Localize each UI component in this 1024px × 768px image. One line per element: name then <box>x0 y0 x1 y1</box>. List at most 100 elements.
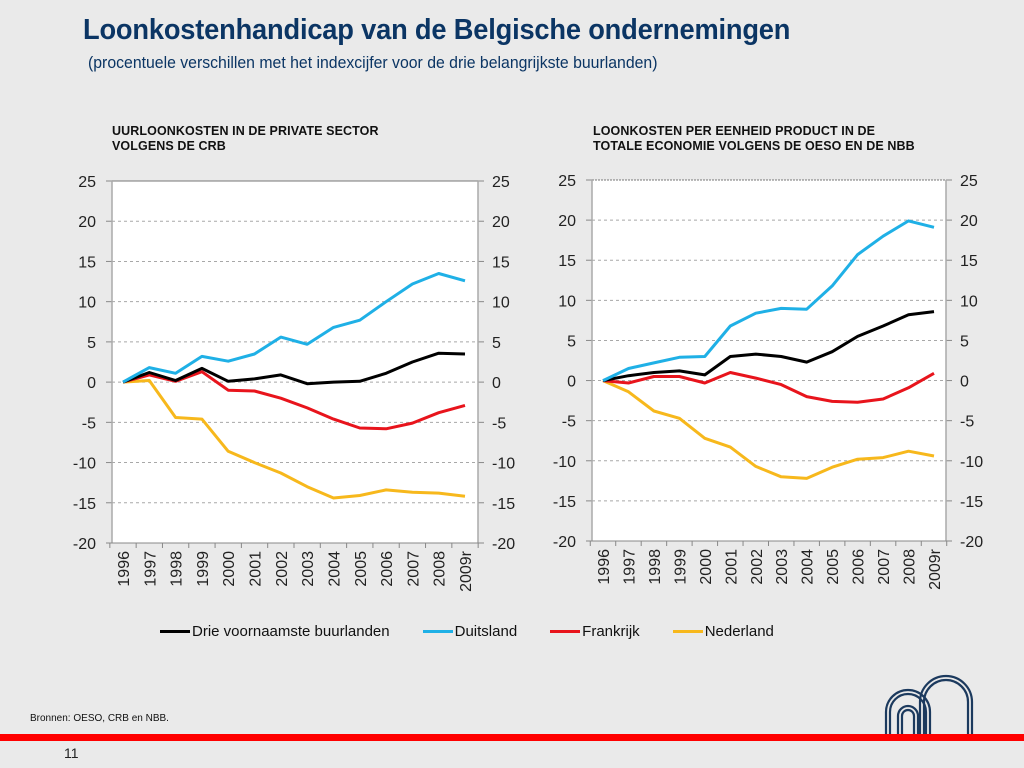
chart-2-xtick-label: 2001 <box>723 549 740 585</box>
chart-1-xtick-label: 1997 <box>142 551 159 587</box>
chart-2-xtick-label: 1999 <box>672 549 689 585</box>
chart-2-title-line-1: LOONKOSTEN PER EENHEID PRODUCT IN DE <box>593 124 876 138</box>
legend-item-nederland: Nederland <box>672 622 774 640</box>
legend-item-frankrijk: Frankrijk <box>550 623 640 640</box>
chart-1-xtick-label: 2001 <box>248 551 265 587</box>
chart-2-ytick-label-right: 0 <box>960 374 969 391</box>
chart-1-xtick-label: 1999 <box>195 551 212 587</box>
chart-2-ytick-label-left: -5 <box>562 414 576 431</box>
chart-1-ytick-label-left: 5 <box>87 335 96 352</box>
chart-2-ytick-label-right: -20 <box>960 534 983 551</box>
chart-1-ytick-label-right: -10 <box>492 456 515 473</box>
chart-2-series-frankrijk <box>602 371 935 404</box>
chart-2-ytick-label-right: -15 <box>960 494 983 511</box>
chart-2-series-nederland <box>602 379 935 480</box>
chart-2-series-duitsland <box>602 219 935 382</box>
chart-1-xtick-label: 2004 <box>326 551 343 587</box>
chart-1-ytick-label-left: 15 <box>78 254 96 271</box>
chart-2-ytick-label-left: 0 <box>567 374 576 391</box>
chart-2-series-drie-voornaamste-buurlanden <box>602 310 935 383</box>
chart-1-ytick-label-right: 20 <box>492 214 510 231</box>
chart-1-series-drie-voornaamste-buurlanden <box>122 351 466 386</box>
chart-1-xtick-label: 2002 <box>274 551 291 587</box>
chart-1-xtick-label: 2006 <box>379 551 396 587</box>
chart-2-xtick-label: 2008 <box>902 549 919 585</box>
chart-2-xtick-label: 2004 <box>800 549 817 585</box>
chart-2-xtick-label: 2002 <box>749 549 766 585</box>
chart-2-ytick-label-right: 10 <box>960 293 978 310</box>
chart-2-ytick-label-left: -20 <box>553 534 576 551</box>
chart-2-ytick-label-left: 10 <box>558 293 576 310</box>
chart-1-ytick-label-right: 0 <box>492 375 501 392</box>
chart-1-xtick-label: 2007 <box>405 551 422 587</box>
chart-2-ytick-label-right: 15 <box>960 253 978 270</box>
chart-1-ytick-label-left: -10 <box>73 456 96 473</box>
chart-2-plot-area <box>592 180 946 541</box>
chart-1-series-duitsland <box>122 272 466 384</box>
chart-2-xtick-label: 2003 <box>774 549 791 585</box>
chart-1-xtick-label: 2000 <box>221 551 238 587</box>
chart-2-ytick-label-left: -10 <box>553 454 576 471</box>
chart-1-ytick-label-left: -5 <box>82 415 96 432</box>
chart-1-ytick-label-right: 5 <box>492 335 501 352</box>
page-number: 11 <box>64 745 79 761</box>
chart-2-ytick-label-right: -5 <box>960 414 974 431</box>
chart-1-ytick-label-right: 10 <box>492 295 510 312</box>
legend-label: Drie voornaamste buurlanden <box>192 622 390 640</box>
source-note: Bronnen: OESO, CRB en NBB. <box>30 713 169 724</box>
chart-2-xtick-label: 2006 <box>851 549 868 585</box>
chart-legend: Drie voornaamste buurlanden Duitsland Fr… <box>160 620 807 642</box>
chart-1-title: UURLOONKOSTEN IN DE PRIVATE SECTOR VOLGE… <box>112 124 379 154</box>
chart-2-title-line-2: TOTALE ECONOMIE VOLGENS DE OESO EN DE NB… <box>593 139 915 153</box>
slide-title: Loonkostenhandicap van de Belgische onde… <box>83 14 791 46</box>
legend-label: Nederland <box>704 622 774 640</box>
chart-1-xtick-label: 2005 <box>353 551 370 587</box>
chart-2-ytick-label-left: -15 <box>553 494 576 511</box>
chart-1-ytick-label-left: -15 <box>73 496 96 513</box>
chart-2-title: LOONKOSTEN PER EENHEID PRODUCT IN DE TOT… <box>593 124 915 154</box>
chart-1-ytick-label-left: -20 <box>73 536 96 553</box>
chart-2-ytick-label-right: 25 <box>960 173 978 190</box>
chart-2-xtick-label: 1997 <box>621 549 638 585</box>
legend-label: Duitsland <box>454 622 518 640</box>
chart-2-xtick-label: 2007 <box>876 549 893 585</box>
chart-2-ytick-label-right: 5 <box>960 333 969 350</box>
chart-1-title-line-2: VOLGENS DE CRB <box>112 139 226 153</box>
chart-1-ytick-label-left: 25 <box>78 174 96 191</box>
chart-1-plot-area <box>112 181 478 543</box>
chart-2-xtick-label: 1998 <box>647 549 664 585</box>
chart-1-xtick-label: 1996 <box>116 551 133 587</box>
chart-1-ytick-label-left: 10 <box>78 295 96 312</box>
chart-1-xtick-label: 2009r <box>458 550 475 592</box>
chart-2-ytick-label-left: 20 <box>558 213 576 230</box>
chart-1-ytick-label-right: -5 <box>492 415 506 432</box>
chart-2-ytick-label-left: 25 <box>558 173 576 190</box>
legend-label: Frankrijk <box>582 622 640 640</box>
chart-1-xtick-label: 2008 <box>432 551 449 587</box>
chart-1-ytick-label-right: -20 <box>492 536 515 553</box>
chart-1-ytick-label-right: -15 <box>492 496 515 513</box>
legend-swatch <box>422 629 453 633</box>
chart-1-title-line-1: UURLOONKOSTEN IN DE PRIVATE SECTOR <box>112 124 379 138</box>
chart-2-ytick-label-left: 5 <box>567 333 576 350</box>
chart-2-xtick-label: 2000 <box>698 549 715 585</box>
chart-1-ytick-label-right: 15 <box>492 254 510 271</box>
chart-2-xtick-label: 1996 <box>596 549 613 585</box>
chart-1-ytick-label-left: 20 <box>78 214 96 231</box>
chart-2-ytick-label-right: 20 <box>960 213 978 230</box>
chart-2-xtick-label: 2009r <box>927 548 944 590</box>
chart-1-ytick-label-right: 25 <box>492 174 510 191</box>
nbb-logo-icon <box>884 674 974 736</box>
chart-1-xtick-label: 1998 <box>169 551 186 587</box>
legend-swatch <box>672 629 703 633</box>
chart-1-ytick-label-left: 0 <box>87 375 96 392</box>
slide-subtitle: (procentuele verschillen met het indexci… <box>88 53 658 72</box>
chart-1-series-nederland <box>122 379 466 500</box>
chart-1-xtick-label: 2003 <box>300 551 317 587</box>
legend-swatch <box>160 629 190 633</box>
legend-item-duitsland: Duitsland <box>422 622 518 640</box>
legend-swatch <box>550 629 581 633</box>
chart-2-ytick-label-left: 15 <box>558 253 576 270</box>
legend-item-drie-buurlanden: Drie voornaamste buurlanden <box>160 623 390 640</box>
